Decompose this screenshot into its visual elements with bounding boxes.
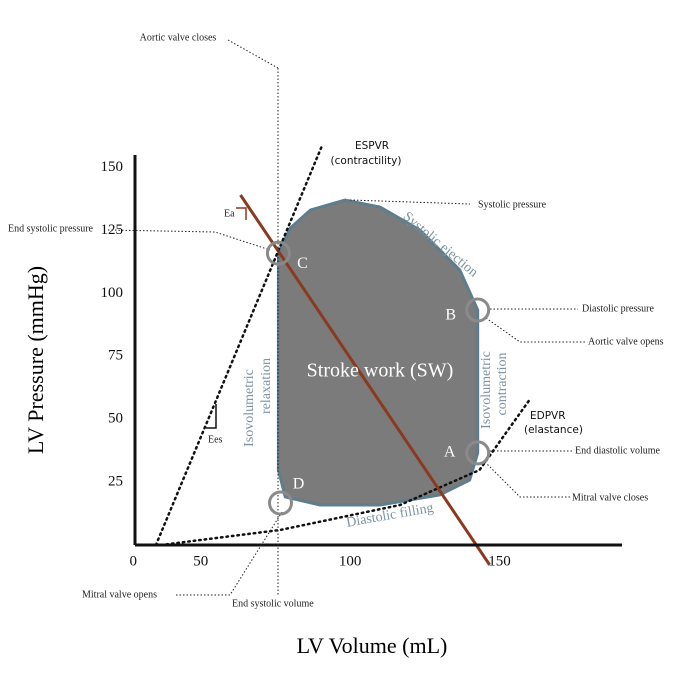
y-tick-label: 25 — [108, 474, 123, 490]
y-tick-label: 50 — [108, 411, 123, 427]
x-tick-label: 50 — [193, 553, 208, 569]
y-tick-label: 150 — [101, 159, 124, 175]
y-tick-label: 75 — [108, 348, 123, 364]
annotation: relaxation — [259, 358, 274, 414]
point-label: A — [444, 444, 456, 461]
annotation: Ees — [208, 434, 223, 445]
leader-line — [349, 199, 471, 205]
series-line — [239, 194, 491, 566]
annotation: Isovolumetric — [242, 369, 257, 447]
annotation: Mitral valve opens — [82, 589, 157, 600]
y-tick-label: 0 — [130, 553, 138, 569]
point-label: C — [297, 255, 308, 272]
leader-line — [107, 229, 271, 251]
y-tick-label: 100 — [101, 285, 124, 301]
annotation: Isovolumetric — [479, 351, 494, 429]
series-line — [154, 143, 324, 547]
x-tick-label: 150 — [488, 553, 511, 569]
point-marker — [465, 440, 491, 466]
point-marker — [465, 297, 491, 323]
ea-slope-marker — [236, 207, 247, 220]
annotation: Systolic pressure — [478, 199, 547, 210]
series-line — [159, 398, 531, 547]
annotation: End systolic pressure — [8, 223, 94, 234]
leader-line — [176, 511, 283, 596]
y-tick-label: 125 — [101, 222, 124, 238]
point-label: D — [293, 476, 305, 493]
annotation: Mitral valve closes — [572, 492, 648, 503]
annotation: ESPVR — [355, 140, 389, 152]
annotation: Ea — [224, 208, 235, 219]
annotation: Diastolic pressure — [582, 303, 654, 314]
point-label: B — [445, 307, 456, 324]
plot-area — [154, 143, 531, 566]
leader-line — [484, 461, 570, 498]
leader-line — [227, 39, 279, 69]
annotation: End diastolic volume — [575, 445, 661, 456]
annotation: EDPVR — [530, 410, 566, 422]
ees-slope-marker — [206, 404, 217, 429]
point-marker — [268, 490, 294, 516]
leader-line — [485, 317, 585, 343]
annotation: Stroke work (SW) — [307, 360, 454, 382]
annotation: End systolic volume — [232, 598, 314, 609]
point-marker — [265, 240, 291, 266]
annotation: Aortic valve opens — [588, 336, 664, 347]
annotation: (elastance) — [524, 424, 583, 436]
annotation: Aortic valve closes — [140, 32, 217, 43]
annotation: contraction — [495, 353, 510, 416]
series-line — [276, 198, 480, 507]
y-axis-title: LV Pressure (mmHg) — [23, 266, 48, 454]
annotation: (contractility) — [331, 155, 402, 167]
x-axis-title: LV Volume (mL) — [297, 633, 448, 658]
x-tick-label: 100 — [339, 553, 362, 569]
